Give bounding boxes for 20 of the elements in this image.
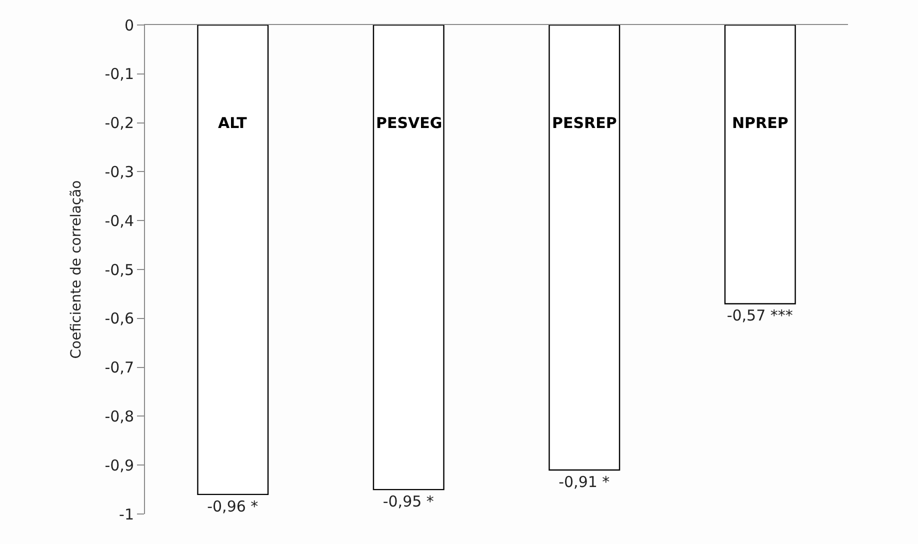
y-tick-label: -0,3 [104,162,134,181]
y-tick-label: -0,1 [104,65,134,84]
y-axis-title: Coeficiente de correlação [68,180,84,359]
data-label: -0,57 *** [726,306,794,325]
y-tick-label: -0,8 [104,407,134,426]
y-tick-label: -0,4 [104,212,134,230]
y-tick-label: -0,9 [104,456,134,474]
data-label: -0,91 * [558,472,610,491]
y-tick-label: 0 [124,16,134,34]
y-tick-label: -0,7 [104,358,134,377]
data-label: -0,95 * [382,492,434,511]
x-tick-label: PESREP [552,114,617,132]
x-tick-label: NPREP [732,114,788,132]
x-tick-label: ALT [218,114,248,132]
y-tick-label: -0,5 [104,260,134,279]
y-tick-label: -0,2 [104,114,134,132]
y-tick-label: -0,6 [104,310,134,328]
y-tick-label: -1 [119,505,134,524]
x-tick-label: PESVEG [376,114,442,132]
data-label: -0,96 * [207,497,259,516]
